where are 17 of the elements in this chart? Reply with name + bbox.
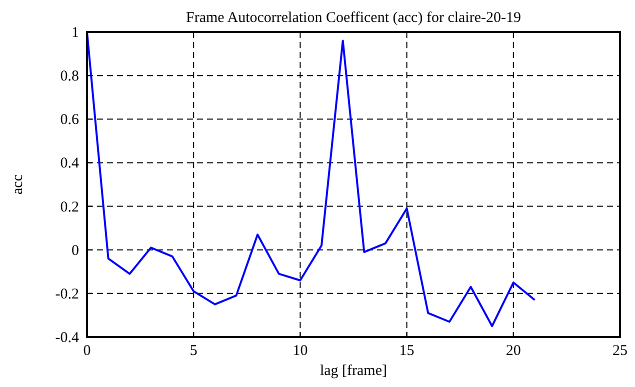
y-tick-label: 1: [72, 25, 79, 41]
y-tick-label: 0.6: [60, 112, 80, 128]
x-tick-label: 10: [292, 343, 308, 359]
y-tick-label: -0.2: [55, 286, 79, 302]
x-tick-label: 20: [506, 343, 521, 359]
x-tick-label: 5: [190, 343, 198, 359]
x-tick-label: 15: [399, 343, 414, 359]
chart-title: Frame Autocorrelation Coefficent (acc) for claire-20-19: [186, 10, 521, 26]
y-tick-label: 0: [72, 242, 79, 259]
x-axis-title: lag [frame]: [320, 363, 388, 379]
y-axis-title: acc: [10, 174, 26, 194]
y-tick-label: -0.4: [55, 330, 80, 346]
x-tick-label: 0: [83, 343, 91, 359]
y-tick-label: 0.2: [60, 199, 79, 216]
y-tick-label: 0.8: [60, 68, 79, 85]
x-tick-label: 25: [612, 343, 628, 359]
y-tick-label: 0.4: [60, 156, 80, 172]
